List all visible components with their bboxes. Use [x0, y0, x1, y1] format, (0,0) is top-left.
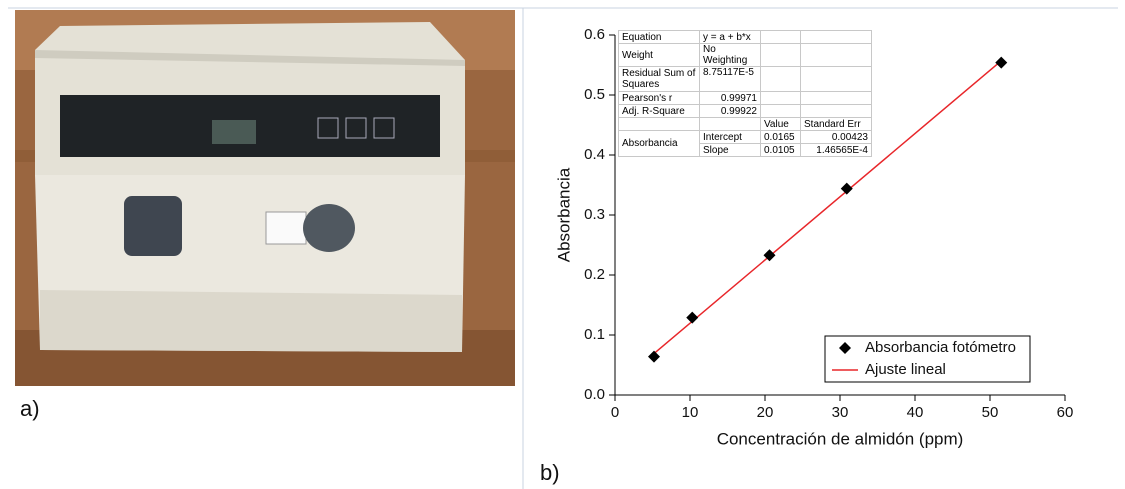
fit-line	[653, 60, 1002, 355]
table-cell: Equation	[618, 30, 700, 44]
table-cell: 0.99922	[699, 104, 761, 118]
data-point	[763, 249, 776, 262]
legend-marker	[839, 342, 851, 354]
table-cell: No Weighting	[699, 43, 761, 67]
y-tick-label: 0.6	[584, 26, 605, 43]
table-cell	[760, 30, 801, 44]
table-cell: 0.0105	[760, 143, 801, 157]
table-cell: Slope	[699, 143, 761, 157]
table-cell: Absorbancia	[618, 130, 700, 157]
table-cell: Weight	[618, 43, 700, 67]
table-cell: 8.75117E-5	[699, 66, 761, 92]
table-cell: 0.00423	[800, 130, 872, 144]
legend-label: Ajuste lineal	[865, 361, 946, 378]
y-tick-label: 0.4	[584, 146, 605, 163]
x-tick-label: 50	[982, 404, 999, 421]
y-axis-title: Absorbancia	[554, 167, 573, 262]
fit-table: Equation y = a + b*x Weight No Weighting R…	[618, 30, 872, 157]
data-point	[686, 311, 699, 324]
data-point	[995, 56, 1008, 69]
table-cell: Adj. R-Square	[618, 104, 700, 118]
photo	[15, 10, 515, 386]
y-tick-label: 0.2	[584, 266, 605, 283]
table-cell	[618, 117, 700, 131]
table-cell	[760, 66, 801, 92]
x-axis-title: Concentración de almidón (ppm)	[717, 429, 964, 448]
x-tick-label: 40	[907, 404, 924, 421]
y-tick-label: 0.3	[584, 206, 605, 223]
y-tick-label: 0.5	[584, 86, 605, 103]
table-cell: Residual Sum of Squares	[618, 66, 700, 92]
legend-box	[824, 335, 1031, 383]
table-cell	[699, 117, 761, 131]
table-cell: Intercept	[699, 130, 761, 144]
table-cell: 0.0165	[760, 130, 801, 144]
table-cell: Standard Err	[800, 117, 872, 131]
panel-label: b)	[540, 460, 560, 485]
x-tick-label: 0	[611, 404, 619, 421]
x-tick-label: 10	[682, 404, 699, 421]
table-cell: Pearson's r	[618, 91, 700, 105]
table-cell: 0.99971	[699, 91, 761, 105]
data-point	[840, 182, 853, 195]
x-tick-label: 60	[1057, 404, 1074, 421]
legend-label: Absorbancia fotómetro	[865, 339, 1016, 356]
x-tick-label: 20	[757, 404, 774, 421]
table-cell	[800, 104, 872, 118]
table-cell	[800, 43, 872, 67]
y-tick-label: 0.1	[584, 326, 605, 343]
panel-label: a)	[20, 396, 40, 421]
x-tick-label: 30	[832, 404, 849, 421]
table-cell	[760, 91, 801, 105]
table-cell	[760, 43, 801, 67]
table-cell	[760, 104, 801, 118]
table-cell	[800, 66, 872, 92]
table-cell: 1.46565E-4	[800, 143, 872, 157]
table-cell	[800, 30, 872, 44]
table-cell: y = a + b*x	[699, 30, 761, 44]
data-point	[648, 350, 660, 363]
table-cell	[800, 91, 872, 105]
y-tick-label: 0.0	[584, 386, 605, 403]
table-cell: Value	[760, 117, 801, 131]
